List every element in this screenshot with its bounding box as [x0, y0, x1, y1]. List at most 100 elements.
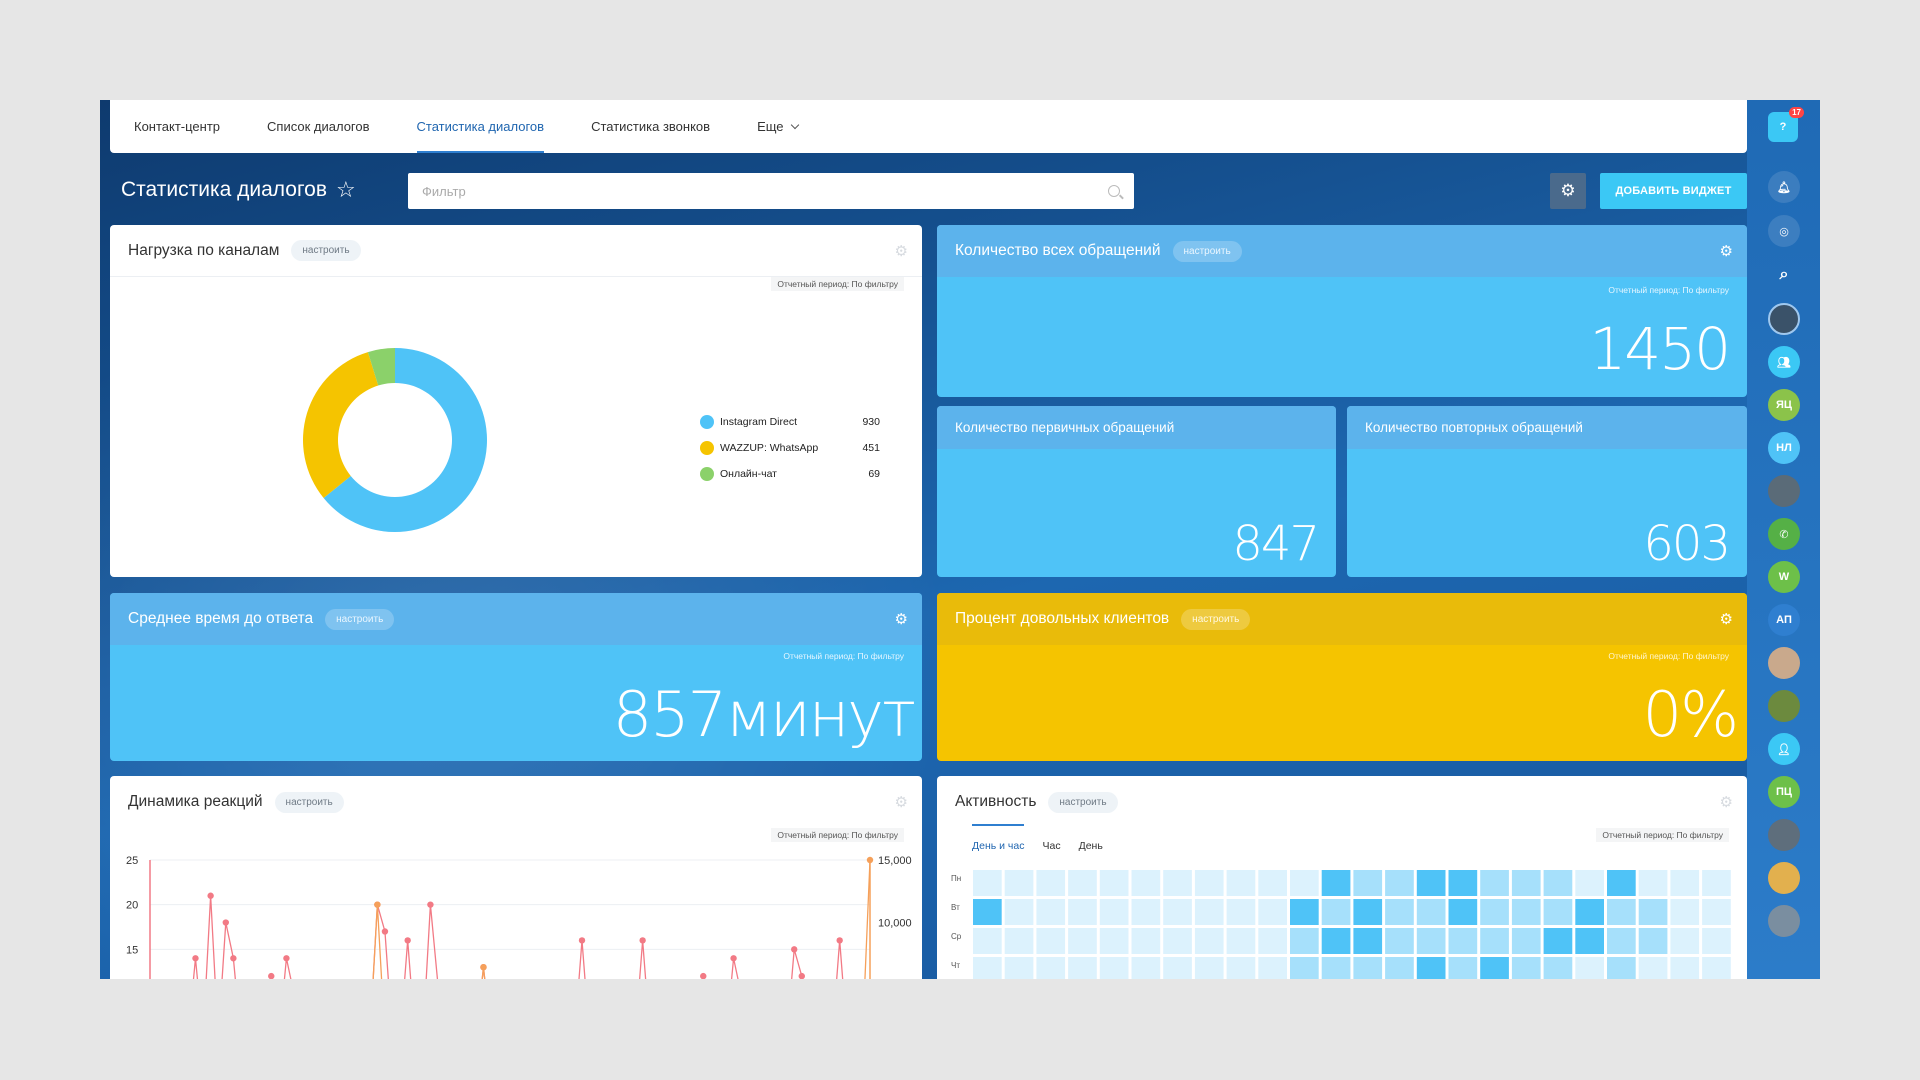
help-button[interactable]: ? 17 [1768, 107, 1804, 142]
tab-dialog-statistics[interactable]: Статистика диалогов [416, 100, 544, 153]
avatar[interactable] [1768, 819, 1800, 851]
heatmap-cell [1004, 870, 1034, 896]
avatar[interactable] [1768, 862, 1800, 894]
heatmap-cell [1258, 928, 1287, 954]
heatmap-cell [1099, 870, 1129, 896]
search-icon[interactable] [1108, 185, 1120, 197]
legend-label: WAZZUP: WhatsApp [720, 442, 819, 454]
avatar[interactable] [1768, 475, 1800, 507]
period-label: Отчетный период: По фильтру [1608, 285, 1729, 295]
gear-icon[interactable]: ⚙ [894, 794, 908, 811]
avatar[interactable] [1768, 905, 1800, 937]
widget-header: Среднее время до ответа настроить ⚙ [110, 593, 922, 645]
configure-button[interactable]: настроить [291, 240, 361, 261]
legend-value: 930 [862, 416, 880, 428]
widget-title: Нагрузка по каналам [128, 241, 280, 259]
heatmap-cell [1068, 870, 1097, 896]
heatmap-cell [1385, 928, 1414, 954]
heatmap-cell [1607, 870, 1636, 896]
day-label: Чт [951, 961, 960, 970]
heatmap-cell [1226, 957, 1256, 979]
data-point [207, 892, 214, 899]
heatmap-cell [1194, 899, 1224, 925]
phone-icon[interactable]: ✆ [1768, 518, 1800, 550]
donut-chart [303, 348, 487, 532]
tab-call-statistics[interactable]: Статистика звонков [591, 119, 711, 134]
configure-button[interactable]: настроить [1181, 608, 1251, 630]
widget-header: Нагрузка по каналам настроить ⚙ [110, 225, 922, 277]
gear-icon[interactable]: ⚙ [1719, 611, 1733, 628]
y-tick-label: 20 [126, 900, 138, 912]
avatar[interactable]: АП [1768, 604, 1800, 636]
avatar[interactable] [1768, 690, 1800, 722]
heatmap-cell [1321, 928, 1351, 954]
avatar[interactable] [1768, 303, 1800, 335]
heatmap-cell [1226, 928, 1256, 954]
heatmap-cell [1068, 928, 1097, 954]
filter-input[interactable] [422, 183, 1062, 199]
filter-bar[interactable] [408, 173, 1134, 209]
heatmap-cell [1353, 957, 1383, 979]
tab-more[interactable]: Еще [757, 100, 799, 153]
settings-button[interactable]: ⚙ [1550, 173, 1586, 209]
heatmap-cell [1638, 957, 1668, 979]
tab-hour[interactable]: Час [1042, 840, 1061, 852]
data-point [730, 955, 737, 962]
gear-icon[interactable]: ⚙ [1719, 243, 1733, 260]
data-point [836, 937, 843, 944]
heatmap-cell [1511, 957, 1541, 979]
heatmap-cell [1702, 957, 1731, 979]
tab-dialog-list[interactable]: Список диалогов [267, 119, 370, 134]
tab-day[interactable]: День [1078, 840, 1103, 852]
heatmap-cell [1607, 899, 1636, 925]
add-widget-button[interactable]: ДОБАВИТЬ ВИДЖЕТ [1600, 173, 1747, 209]
data-point [222, 919, 229, 926]
legend-dot [700, 467, 714, 481]
top-navigation: Контакт-центр Список диалогов Статистика… [110, 100, 1747, 153]
group-chat-icon[interactable]: 👥︎ [1768, 346, 1800, 378]
heatmap-cell [1004, 957, 1034, 979]
heatmap-cell [1163, 928, 1192, 954]
heatmap-cell [1099, 899, 1129, 925]
data-point [480, 964, 487, 971]
heatmap-cell [1670, 928, 1700, 954]
avatar[interactable] [1768, 647, 1800, 679]
widget-header: Количество всех обращений настроить ⚙ [937, 225, 1747, 277]
heatmap-cell [1702, 870, 1731, 896]
heatmap-cell [1036, 928, 1066, 954]
heatmap-cell [1194, 870, 1224, 896]
gear-icon[interactable]: ⚙ [1719, 794, 1733, 811]
tab-contact-center[interactable]: Контакт-центр [134, 119, 221, 134]
y-tick-label: 15 [126, 944, 138, 956]
chart-legend: Instagram Direct 930 WAZZUP: WhatsApp 451 … [700, 409, 880, 487]
period-label: Отчетный период: По фильтру [783, 651, 904, 661]
configure-button[interactable]: настроить [274, 791, 344, 813]
bell-icon[interactable]: 🔔︎ [1768, 171, 1800, 203]
gear-icon[interactable]: ⚙ [894, 243, 908, 260]
heatmap-cell [1353, 899, 1383, 925]
legend-value: 69 [868, 468, 880, 480]
configure-button[interactable]: настроить [1172, 240, 1242, 262]
avatar[interactable]: НЛ [1768, 432, 1800, 464]
heatmap-cell [1258, 870, 1287, 896]
gear-icon[interactable]: ⚙ [894, 611, 908, 628]
heatmap-cell [1290, 899, 1319, 925]
chat-icon[interactable]: ◎ [1768, 215, 1800, 247]
star-icon[interactable]: ☆ [336, 177, 356, 202]
heatmap-cell [1543, 928, 1573, 954]
metric-value: 0% [1642, 678, 1739, 751]
configure-button[interactable]: настроить [1048, 791, 1118, 813]
configure-button[interactable]: настроить [325, 608, 395, 630]
avatar[interactable]: ЯЦ [1768, 389, 1800, 421]
heatmap-cell [1511, 928, 1541, 954]
legend-dot [700, 441, 714, 455]
user-add-icon[interactable]: 👤︎ [1768, 733, 1800, 765]
avatar[interactable]: ПЦ [1768, 776, 1800, 808]
heatmap-cell [1575, 870, 1604, 896]
legend-item: Онлайн-чат 69 [700, 461, 880, 487]
heatmap-cell [1258, 957, 1287, 979]
tab-day-and-hour[interactable]: День и час [972, 824, 1025, 852]
search-icon[interactable]: ⌕ [1779, 266, 1789, 283]
avatar[interactable]: W [1768, 561, 1800, 593]
